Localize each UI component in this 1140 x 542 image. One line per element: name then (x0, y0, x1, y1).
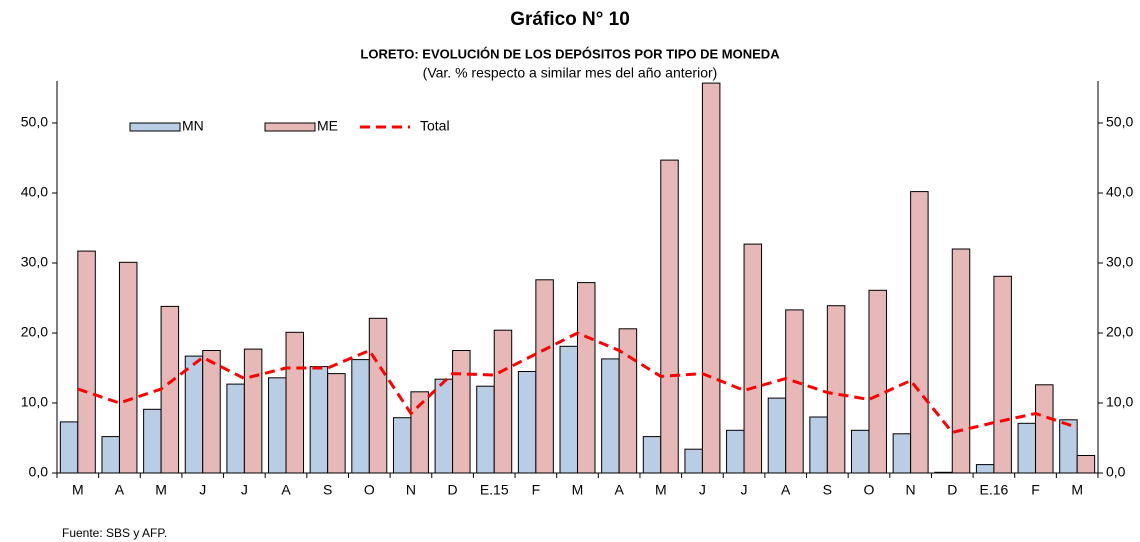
bar (392, 417, 412, 474)
bar (1035, 384, 1054, 474)
bar (993, 275, 1012, 474)
bar (826, 305, 846, 474)
legend-swatch (129, 122, 181, 132)
bar (1017, 422, 1037, 474)
bar (726, 429, 745, 474)
bar (559, 345, 579, 474)
bar (577, 282, 596, 474)
x-tick-label: M (155, 482, 167, 498)
bar (309, 366, 329, 474)
bar (660, 159, 679, 474)
bar (1059, 419, 1078, 474)
x-tick-label: A (115, 482, 125, 498)
legend-label: Total (420, 118, 450, 134)
bar (476, 385, 495, 474)
x-tick-label: A (614, 482, 624, 498)
x-tick-label: D (448, 482, 458, 498)
x-tick-label: A (781, 482, 791, 498)
bar (785, 309, 804, 474)
chart-title: Gráfico N° 10 (510, 9, 630, 30)
x-tick-label: O (364, 482, 375, 498)
bar (77, 250, 96, 474)
bar (184, 355, 204, 474)
y-tick-label: 30,0 (21, 254, 48, 270)
bar (160, 305, 180, 474)
bar (642, 436, 662, 474)
bar (975, 464, 995, 474)
x-tick-label: S (323, 482, 332, 498)
x-tick-label: O (864, 482, 875, 498)
bar (101, 436, 120, 474)
bar (285, 331, 305, 474)
bar (118, 261, 138, 474)
bar (892, 433, 912, 474)
bar (452, 350, 471, 474)
y2-tick-label: 40,0 (1106, 184, 1133, 200)
x-tick-label: M (1071, 482, 1083, 498)
y-tick-label: 20,0 (21, 324, 48, 340)
legend-label: ME (317, 118, 338, 134)
bar (743, 243, 763, 474)
x-tick-label: M (572, 482, 584, 498)
x-tick-label: J (241, 482, 248, 498)
y2-tick-label: 0,0 (1106, 464, 1126, 480)
bar (767, 397, 787, 474)
bar (368, 317, 388, 474)
bar (202, 350, 221, 474)
chart-note: (Var. % respecto a similar mes del año a… (423, 65, 718, 81)
bar (268, 377, 287, 474)
bar (809, 416, 828, 474)
bar (327, 373, 346, 474)
x-tick-label: F (532, 482, 541, 498)
bar (868, 289, 887, 474)
bar (850, 429, 870, 474)
line (77, 331, 1078, 435)
bar (910, 191, 929, 474)
x-tick-label: D (947, 482, 957, 498)
bar (226, 383, 245, 474)
bar (434, 378, 454, 474)
bar (351, 359, 370, 474)
bar (535, 279, 554, 474)
x-tick-label: J (741, 482, 748, 498)
y2-tick-label: 20,0 (1106, 324, 1133, 340)
x-tick-label: J (699, 482, 706, 498)
bar (143, 408, 162, 474)
y2-tick-label: 10,0 (1106, 394, 1133, 410)
y2-tick-label: 30,0 (1106, 254, 1133, 270)
chart-subtitle: LORETO: EVOLUCIÓN DE LOS DEPÓSITOS POR T… (360, 46, 780, 61)
legend-label: MN (182, 118, 204, 134)
bar (601, 358, 620, 474)
x-tick-label: M (72, 482, 84, 498)
legend-swatch (264, 122, 316, 132)
y-tick-label: 40,0 (21, 184, 48, 200)
bar (243, 348, 263, 474)
bar (59, 421, 79, 474)
bar (517, 371, 537, 474)
bar (1076, 455, 1096, 474)
x-tick-label: M (655, 482, 667, 498)
x-tick-label: A (281, 482, 291, 498)
y-tick-label: 0,0 (29, 464, 49, 480)
x-tick-label: E.16 (979, 482, 1008, 498)
bar (951, 248, 971, 474)
bar (493, 329, 513, 474)
y-tick-label: 10,0 (21, 394, 48, 410)
x-tick-label: E.15 (480, 482, 509, 498)
y-tick-label: 50,0 (21, 114, 48, 130)
x-tick-label: N (406, 482, 416, 498)
x-tick-label: J (199, 482, 206, 498)
source: Fuente: SBS y AFP. (62, 526, 167, 540)
x-tick-label: S (823, 482, 832, 498)
y2-tick-label: 50,0 (1106, 114, 1133, 130)
bar (684, 448, 703, 474)
x-tick-label: N (906, 482, 916, 498)
x-tick-label: F (1031, 482, 1040, 498)
bar (701, 82, 721, 474)
